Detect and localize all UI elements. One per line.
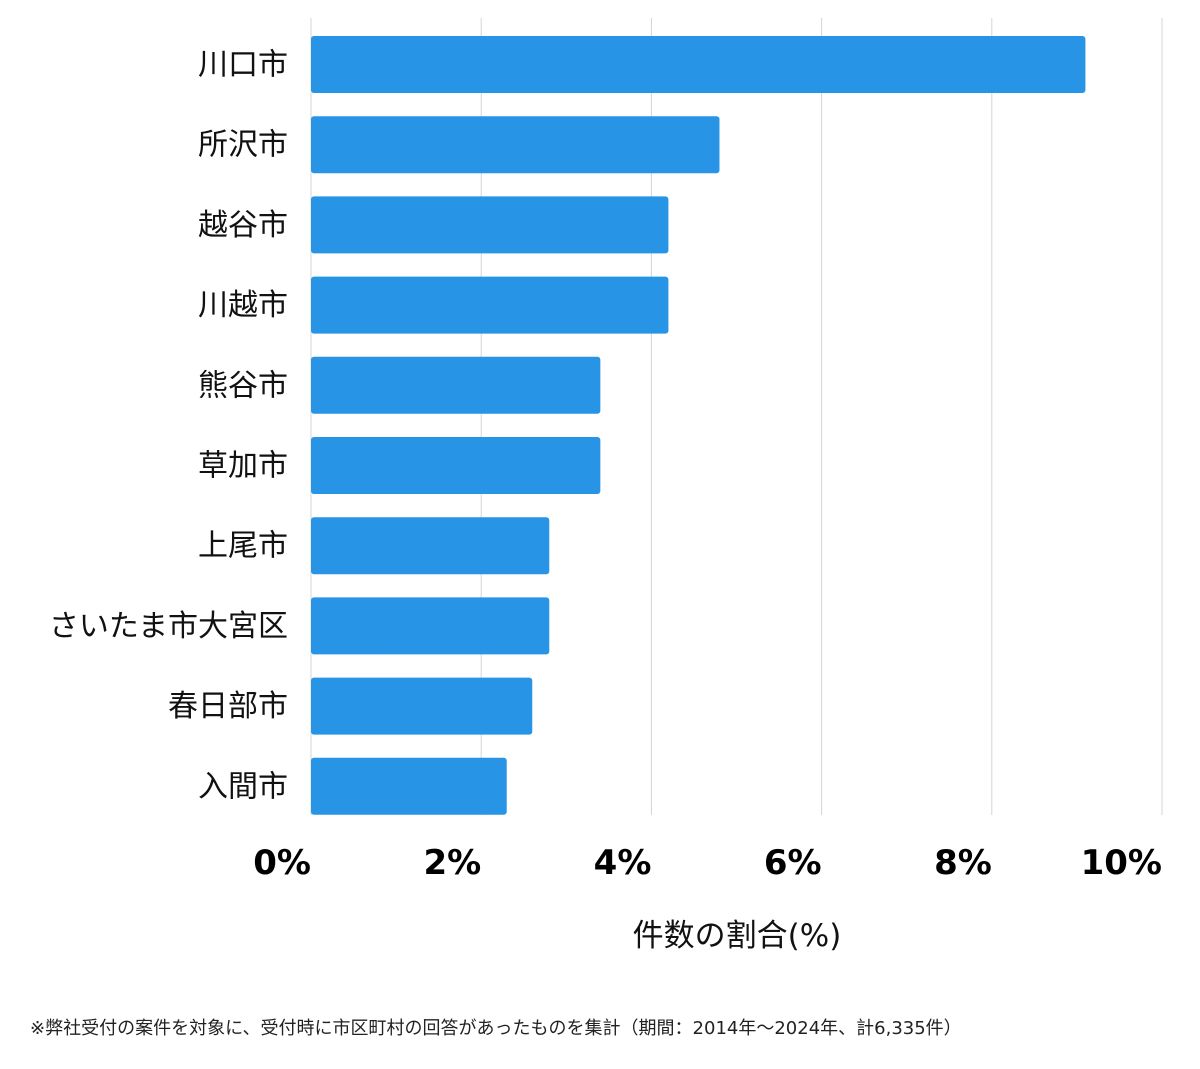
x-tick-label: 8% [934, 843, 992, 883]
category-label: 春日部市 [168, 689, 288, 724]
category-label: さいたま市大宮区 [49, 609, 288, 644]
category-label: 熊谷市 [198, 368, 288, 403]
category-label: 草加市 [198, 449, 288, 484]
x-tick-label: 2% [423, 843, 481, 883]
x-tick-label: 0% [253, 843, 311, 883]
category-label: 入間市 [198, 769, 288, 804]
category-label: 上尾市 [198, 529, 288, 564]
bar [311, 36, 1086, 93]
x-tick-label: 6% [764, 843, 822, 883]
category-label: 越谷市 [198, 208, 288, 243]
bars [311, 36, 1086, 815]
bar [311, 677, 533, 735]
bar [311, 356, 601, 414]
bar [311, 517, 550, 575]
x-axis-title: 件数の割合(%) [633, 918, 842, 954]
x-tick-label: 4% [594, 843, 652, 883]
category-label: 川越市 [198, 288, 288, 323]
category-label: 所沢市 [198, 128, 288, 163]
bar [311, 116, 720, 174]
bar [311, 276, 669, 334]
x-tick-labels: 0% 2% 4% 6% 8% 10% [253, 843, 1162, 883]
bar [311, 597, 550, 655]
bar [311, 196, 669, 254]
category-label: 川口市 [198, 48, 288, 83]
x-tick-label: 10% [1081, 843, 1162, 883]
bar [311, 757, 507, 815]
footnote: ※弊社受付の案件を対象に、受付時に市区町村の回答があったものを集計（期間：201… [30, 1018, 962, 1039]
bar [311, 437, 601, 494]
